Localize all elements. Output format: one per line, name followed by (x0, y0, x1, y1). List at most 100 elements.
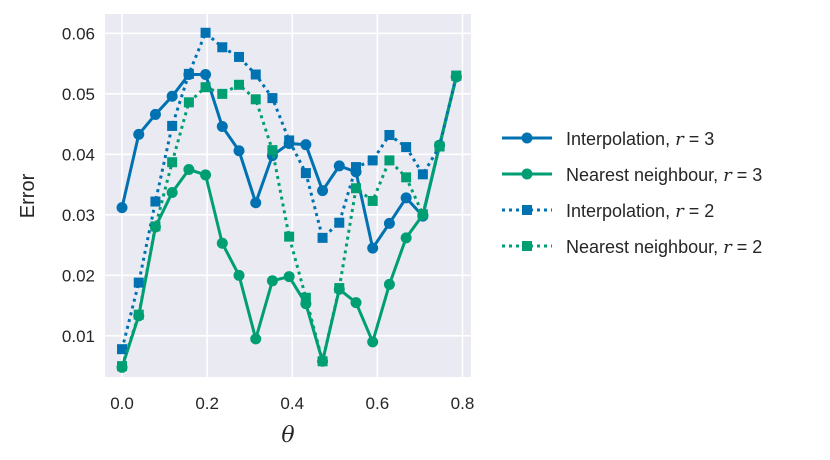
data-point (250, 333, 262, 345)
data-point (284, 231, 295, 242)
data-point (150, 221, 161, 232)
data-point (267, 93, 278, 104)
data-point (317, 232, 328, 243)
y-tick-label: 0.05 (62, 85, 95, 104)
data-point (401, 142, 412, 153)
data-point (200, 69, 212, 80)
data-point (417, 169, 428, 180)
legend-label-value: = 3 (732, 165, 763, 185)
data-point (401, 172, 412, 183)
data-point (351, 162, 362, 173)
data-point (150, 196, 161, 207)
data-point (300, 168, 311, 179)
legend-label-variable: r (675, 201, 685, 222)
legend-label-variable: r (723, 165, 733, 186)
legend-label-value: = 2 (684, 201, 715, 221)
y-tick-label: 0.06 (62, 24, 95, 43)
data-point (367, 336, 379, 348)
data-point (216, 121, 228, 133)
data-point (217, 88, 228, 99)
data-point (367, 242, 379, 254)
legend-label-value: = 2 (732, 237, 763, 257)
data-point (234, 51, 245, 62)
data-point (166, 90, 178, 102)
data-point (367, 155, 378, 166)
data-point (116, 202, 128, 214)
series-line (120, 31, 458, 350)
x-tick-label: 0.2 (195, 394, 219, 413)
plot-background (105, 14, 471, 377)
data-point (350, 297, 362, 309)
y-axis-label: Error (17, 173, 39, 218)
x-tick-label: 0.6 (366, 394, 390, 413)
legend-label: Interpolation, r = 2 (566, 201, 714, 222)
series-4 (117, 70, 462, 372)
data-point (451, 70, 462, 81)
x-axis-label: θ (281, 423, 294, 448)
data-point (166, 186, 178, 198)
y-tick-label: 0.02 (62, 266, 95, 285)
x-tick-label: 0.4 (280, 394, 304, 413)
y-tick-label: 0.03 (62, 206, 95, 225)
data-point (300, 292, 311, 303)
data-point (234, 79, 245, 90)
x-tick-labels: 0.0 0.2 0.4 0.6 0.8 (110, 394, 474, 413)
data-point (266, 275, 278, 287)
data-point (217, 42, 228, 53)
data-point (117, 361, 128, 372)
data-point (283, 271, 295, 283)
data-point (333, 160, 345, 172)
data-point (250, 94, 261, 105)
y-tick-label: 0.01 (62, 327, 95, 346)
y-tick-labels: 0.01 0.02 0.03 0.04 0.05 0.06 (62, 24, 95, 346)
data-point (417, 209, 428, 220)
data-point (233, 145, 245, 157)
x-tick-label: 0.8 (451, 394, 475, 413)
legend-marker (521, 132, 533, 144)
data-point (384, 155, 395, 166)
data-point (233, 269, 245, 281)
legend-marker (522, 205, 532, 215)
data-point (334, 217, 345, 228)
legend-item: Interpolation, r = 2 (502, 201, 714, 222)
data-point (133, 309, 144, 320)
data-point (183, 97, 194, 108)
data-point (183, 163, 195, 175)
data-point (400, 192, 412, 204)
legend-label-text: Interpolation, (566, 201, 675, 221)
data-point (250, 69, 261, 80)
data-point (383, 278, 395, 290)
data-point (267, 145, 278, 156)
legend-item: Nearest neighbour, r = 3 (502, 165, 762, 186)
data-point (183, 68, 194, 79)
legend-label-variable: r (723, 237, 733, 258)
data-point (400, 232, 412, 244)
legend-label: Nearest neighbour, r = 3 (566, 165, 762, 186)
data-point (334, 283, 345, 294)
y-tick-label: 0.04 (62, 145, 95, 164)
legend-label: Nearest neighbour, r = 2 (566, 237, 762, 258)
data-point (250, 197, 262, 209)
data-point (351, 183, 362, 194)
legend-label-text: Interpolation, (566, 129, 675, 149)
data-point (284, 135, 295, 146)
legend-item: Nearest neighbour, r = 2 (502, 237, 762, 258)
legend-marker (522, 241, 532, 251)
legend-label: Interpolation, r = 3 (566, 129, 714, 150)
data-point (133, 128, 145, 140)
data-point (167, 157, 178, 168)
legend-label-text: Nearest neighbour, (566, 237, 723, 257)
data-point (383, 217, 395, 229)
data-point (434, 141, 445, 152)
data-point (216, 237, 228, 249)
data-point (200, 27, 211, 38)
data-point (200, 82, 211, 93)
data-point (149, 108, 161, 120)
data-point (317, 356, 328, 367)
data-point (133, 277, 144, 288)
legend-label-value: = 3 (684, 129, 715, 149)
data-point (167, 120, 178, 131)
legend-marker (521, 168, 533, 180)
